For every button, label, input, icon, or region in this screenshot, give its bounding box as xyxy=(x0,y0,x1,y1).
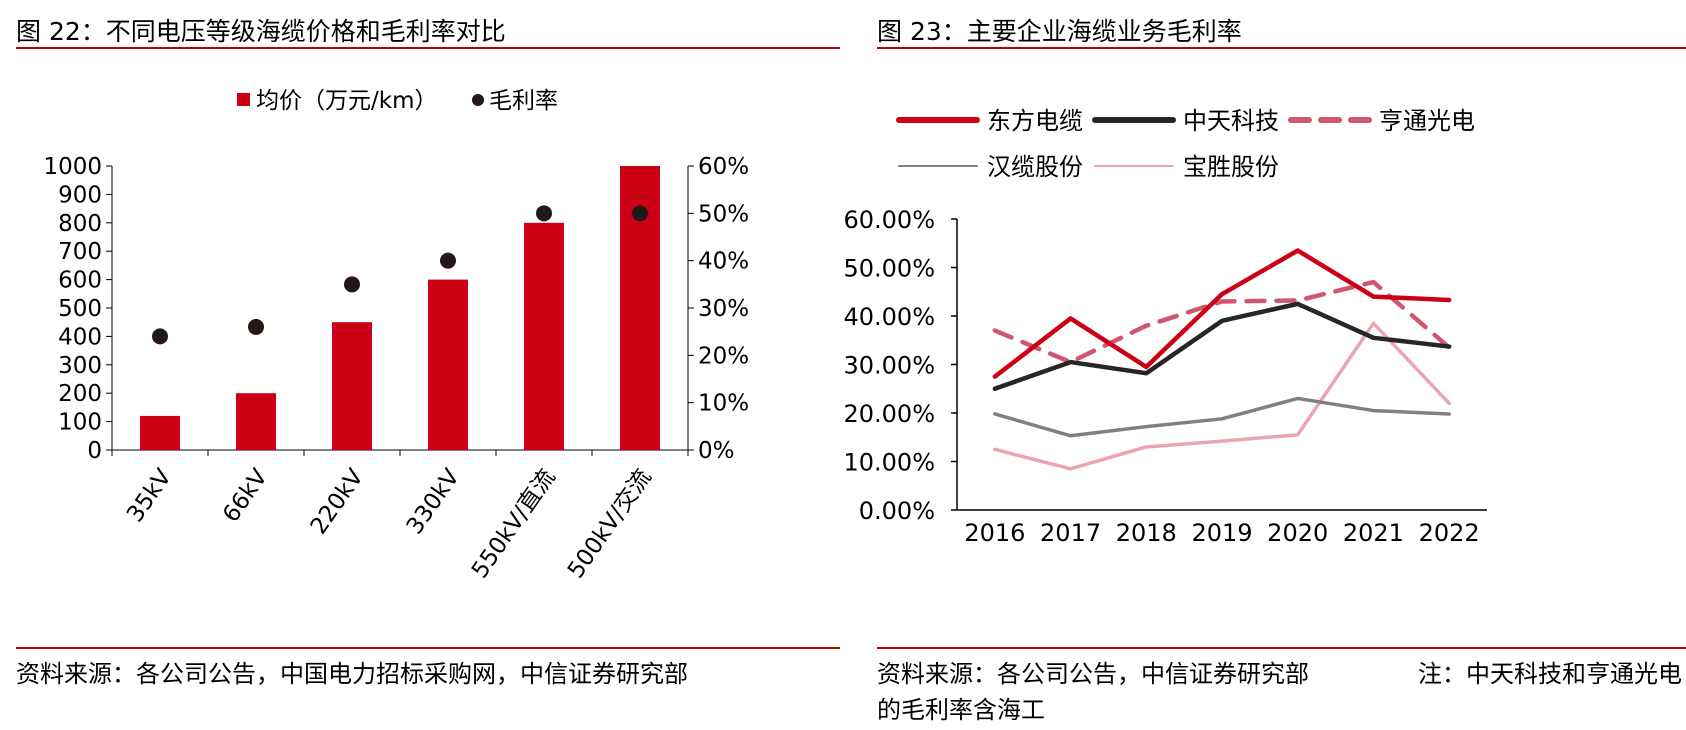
series-line-0 xyxy=(992,248,1452,379)
margin-dot-550kV xyxy=(536,205,552,222)
margin-dot-500kV xyxy=(632,205,648,222)
margin-dot-35kV xyxy=(152,328,168,345)
x-tick-label: 2020 xyxy=(1267,519,1328,547)
y-tick-label: 0.00% xyxy=(859,497,935,525)
left-y-tick-label: 700 xyxy=(58,239,102,265)
bar-220kV xyxy=(332,322,372,450)
figure-22-panel: 图 22：不同电压等级海缆价格和毛利率对比 均价（万元/km） 毛利率 0 100 20… xyxy=(0,0,840,730)
y-tick-label: 10.00% xyxy=(843,449,935,477)
margin-dot-220kV xyxy=(344,276,360,293)
right-y-tick-label: 0% xyxy=(698,438,735,464)
legend-marker-margin xyxy=(472,94,484,106)
right-y-tick-label: 20% xyxy=(698,343,749,369)
y-tick-label: 20.00% xyxy=(843,400,935,428)
left-y-tick-label: 800 xyxy=(58,211,102,237)
legend-label-margin: 毛利率 xyxy=(489,88,558,114)
legend-swatch-price xyxy=(237,93,250,106)
series-line-4 xyxy=(993,321,1451,471)
series-line-3 xyxy=(993,396,1451,438)
x-tick-label: 2016 xyxy=(964,519,1025,547)
x-tick-label: 2018 xyxy=(1116,519,1177,547)
legend-label-3: 汉缆股份 xyxy=(987,153,1083,181)
figure-23-panel: 图 23：主要企业海缆业务毛利率 东方电缆 中天科技 亨通光电汉缆股份 宝胜股份 0.0… xyxy=(843,0,1686,730)
x-tick-label: 2017 xyxy=(1040,519,1101,547)
legend-label-1: 中天科技 xyxy=(1183,107,1279,135)
series-line-2 xyxy=(992,279,1452,365)
left-y-tick-label: 400 xyxy=(58,324,102,350)
x-tick-label: 330kV xyxy=(402,464,465,539)
right-y-tick-label: 10% xyxy=(698,391,749,417)
series-line-1 xyxy=(992,301,1452,391)
x-tick-label: 220kV xyxy=(306,464,369,539)
left-y-tick-label: 900 xyxy=(58,182,102,208)
left-y-tick-label: 300 xyxy=(58,353,102,379)
right-y-tick-label: 30% xyxy=(698,296,749,322)
left-y-tick-label: 100 xyxy=(58,410,102,436)
left-y-tick-label: 200 xyxy=(58,381,102,407)
bar-35kV xyxy=(140,415,180,450)
figure-23-bottom-rule xyxy=(877,647,1686,649)
bar-66kV xyxy=(236,393,276,450)
x-tick-label: 500kV/交流 xyxy=(563,465,657,584)
x-tick-label: 2021 xyxy=(1343,519,1404,547)
figure-23-note: 注：中天科技和亨通光电 xyxy=(1418,660,1682,688)
left-y-tick-label: 0 xyxy=(87,438,102,464)
margin-dot-66kV xyxy=(248,318,264,335)
figure-23-source: 资料来源：各公司公告，中信证券研究部 xyxy=(877,660,1309,688)
legend-label-4: 宝胜股份 xyxy=(1183,153,1279,181)
right-y-tick-label: 50% xyxy=(698,201,749,227)
right-y-tick-label: 60% xyxy=(698,154,749,180)
y-tick-label: 60.00% xyxy=(843,206,935,234)
legend-label-0: 东方电缆 xyxy=(987,107,1083,135)
y-tick-label: 50.00% xyxy=(843,255,935,283)
right-y-tick-label: 40% xyxy=(698,249,749,275)
figure-22-source: 资料来源：各公司公告，中国电力招标采购网，中信证券研究部 xyxy=(16,660,688,688)
y-tick-label: 40.00% xyxy=(843,303,935,331)
margin-dot-330kV xyxy=(440,252,456,269)
figure-22-bottom-rule xyxy=(16,647,840,649)
bar-330kV xyxy=(428,279,468,450)
x-tick-label: 35kV xyxy=(122,464,177,527)
legend-label-2: 亨通光电 xyxy=(1379,107,1475,135)
figure-22-title: 图 22：不同电压等级海缆价格和毛利率对比 xyxy=(16,17,506,46)
bar-550kV xyxy=(524,222,564,450)
figure-23-note-continued: 的毛利率含海工 xyxy=(877,696,1045,724)
y-tick-label: 30.00% xyxy=(843,352,935,380)
left-y-tick-label: 1000 xyxy=(43,154,102,180)
left-y-tick-label: 500 xyxy=(58,296,102,322)
x-tick-label: 2019 xyxy=(1191,519,1252,547)
legend-label-price: 均价（万元/km） xyxy=(256,88,437,114)
figure-22-top-rule xyxy=(16,47,840,49)
x-tick-label: 2022 xyxy=(1419,519,1480,547)
figure-23-top-rule xyxy=(877,47,1686,49)
x-tick-label: 550kV/直流 xyxy=(467,465,561,584)
left-y-tick-label: 600 xyxy=(58,268,102,294)
figure-23-title: 图 23：主要企业海缆业务毛利率 xyxy=(877,17,1242,46)
x-tick-label: 66kV xyxy=(218,464,273,527)
